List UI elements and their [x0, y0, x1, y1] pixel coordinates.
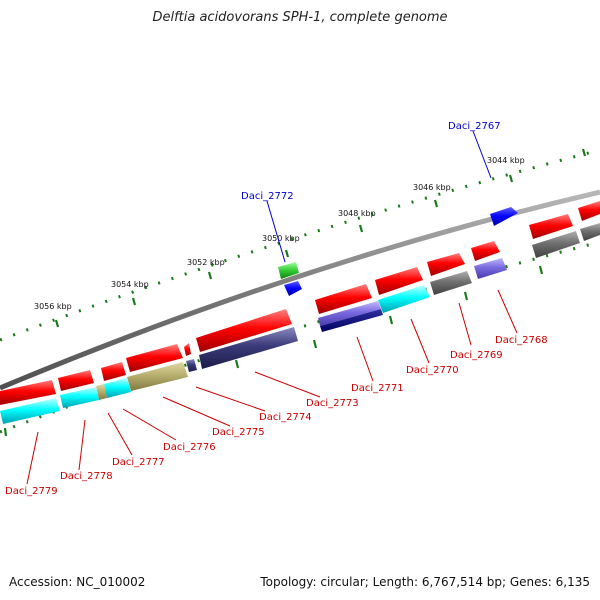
gene-label-daci2774[interactable]: Daci_2774	[259, 412, 312, 423]
gene-feature[interactable]	[430, 271, 472, 295]
scale-label: 3056 kbp	[34, 302, 72, 311]
gene-feature[interactable]	[58, 370, 94, 391]
gene-daci2767-feature[interactable]	[490, 207, 518, 226]
scale-label: 3052 kbp	[187, 258, 225, 267]
genome-summary: Topology: circular; Length: 6,767,514 bp…	[260, 575, 590, 589]
gene-label-daci2775[interactable]: Daci_2775	[212, 427, 265, 438]
gene-label-daci2776[interactable]: Daci_2776	[163, 442, 216, 453]
scale-major-ticks	[54, 148, 587, 328]
gene-feature[interactable]	[0, 398, 60, 424]
gene-feature[interactable]	[580, 223, 600, 241]
gene-feature[interactable]	[96, 384, 107, 400]
gene-label-daci2773[interactable]: Daci_2773	[306, 398, 359, 409]
scale-lower-ticks	[3, 265, 544, 437]
feature-row-lower	[0, 223, 600, 424]
gene-label-daci2779[interactable]: Daci_2779	[5, 486, 58, 497]
gene-feature[interactable]	[101, 362, 126, 381]
gene-daci2772-feature-blue[interactable]	[284, 281, 302, 296]
gene-feature[interactable]	[186, 359, 197, 372]
gene-label-daci2778[interactable]: Daci_2778	[60, 471, 113, 482]
gene-feature[interactable]	[378, 285, 430, 313]
gene-label-daci2770[interactable]: Daci_2770	[406, 365, 459, 376]
scale-label: 3044 kbp	[487, 156, 525, 165]
gene-daci2772-feature[interactable]	[278, 262, 299, 279]
gene-label-daci2769[interactable]: Daci_2769	[450, 350, 503, 361]
gene-feature[interactable]	[184, 343, 191, 356]
gene-feature[interactable]	[318, 301, 381, 326]
gene-feature[interactable]	[529, 214, 573, 239]
gene-feature[interactable]	[196, 309, 292, 352]
gene-feature[interactable]	[0, 380, 56, 405]
leader-lines-blue	[266, 130, 492, 263]
scale-label: 3054 kbp	[111, 280, 149, 289]
gene-feature[interactable]	[532, 231, 580, 258]
accession-label: Accession: NC_010002	[9, 575, 146, 589]
scale-label: 3050 kbp	[262, 234, 300, 243]
gene-feature[interactable]	[427, 253, 465, 276]
map-title: Delftia acidovorans SPH-1, complete geno…	[152, 10, 448, 25]
gene-feature[interactable]	[471, 241, 500, 261]
gene-label-daci2771[interactable]: Daci_2771	[351, 383, 404, 394]
scale-label: 3046 kbp	[413, 183, 451, 192]
gene-feature[interactable]	[474, 258, 507, 279]
gene-label-daci2777[interactable]: Daci_2777	[112, 457, 165, 468]
gene-feature[interactable]	[126, 344, 183, 372]
gene-label-daci2768[interactable]: Daci_2768	[495, 335, 548, 346]
leader-lines-red	[26, 289, 518, 485]
gene-feature[interactable]	[375, 267, 423, 295]
gene-label-daci2772[interactable]: Daci_2772	[241, 191, 294, 202]
gene-feature[interactable]	[60, 387, 99, 408]
gene-feature[interactable]	[315, 284, 372, 314]
feature-row-upper	[0, 201, 600, 405]
scale-label: 3048 kbp	[338, 209, 376, 218]
gene-label-daci2767[interactable]: Daci_2767	[448, 121, 501, 132]
gene-feature[interactable]	[320, 309, 383, 332]
gene-feature[interactable]	[199, 327, 298, 369]
gene-feature[interactable]	[578, 201, 600, 221]
gene-feature[interactable]	[127, 362, 188, 391]
gene-feature[interactable]	[104, 378, 131, 398]
